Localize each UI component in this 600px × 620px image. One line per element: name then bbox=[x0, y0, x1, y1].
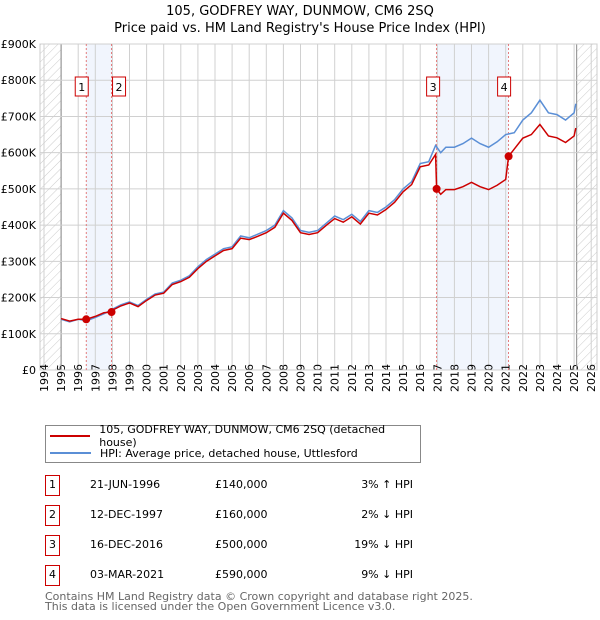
sale-marker-badge: 1 bbox=[45, 475, 60, 496]
x-tick-label: 2023 bbox=[534, 364, 547, 392]
y-tick-label: £500K bbox=[1, 183, 37, 196]
x-tick-label: 2015 bbox=[397, 364, 410, 392]
sale-hpi-diff: 3% ↑ HPI bbox=[361, 478, 413, 491]
legend-label: HPI: Average price, detached house, Uttl… bbox=[100, 446, 358, 460]
x-tick-label: 2021 bbox=[500, 364, 513, 392]
x-tick-label: 1995 bbox=[55, 364, 68, 392]
y-tick-label: £900K bbox=[1, 38, 37, 51]
footer-copyright: Contains HM Land Registry data © Crown c… bbox=[45, 590, 473, 603]
x-tick-label: 2011 bbox=[329, 364, 342, 392]
sale-row: 1 21-JUN-1996 £140,000 3% ↑ HPI bbox=[45, 475, 445, 496]
sale-row: 4 03-MAR-2021 £590,000 9% ↓ HPI bbox=[45, 565, 445, 586]
x-tick-label: 1997 bbox=[89, 364, 102, 392]
x-tick-label: 1999 bbox=[124, 364, 137, 392]
sale-date: 21-JUN-1996 bbox=[90, 478, 161, 491]
sale-hpi-diff: 9% ↓ HPI bbox=[361, 568, 413, 581]
sale-point bbox=[107, 308, 116, 317]
plot-area: 1994 1995 1996 1997 1998 1999 2000 2001 2002 2003… bbox=[1, 38, 598, 392]
sale-price: £500,000 bbox=[215, 538, 268, 551]
sale-date: 12-DEC-1997 bbox=[90, 508, 164, 521]
y-tick-label: £700K bbox=[1, 110, 37, 123]
x-tick-label: 2001 bbox=[158, 364, 171, 392]
chart-title: 105, GODFREY WAY, DUNMOW, CM6 2SQ bbox=[166, 4, 434, 19]
x-tick-label: 2002 bbox=[175, 364, 188, 392]
sale-point bbox=[432, 184, 441, 193]
property-price-line bbox=[60, 123, 577, 322]
sale-marker-badge: 3 bbox=[45, 535, 60, 556]
ownership-shading bbox=[86, 44, 112, 370]
ownership-shading bbox=[436, 44, 509, 370]
legend-label: 105, GODFREY WAY, DUNMOW, CM6 2SQ (detac… bbox=[99, 423, 386, 449]
x-tick-label: 2024 bbox=[551, 364, 564, 392]
sale-label-box bbox=[74, 76, 89, 97]
sale-price: £160,000 bbox=[215, 508, 268, 521]
y-tick-label: £100K bbox=[1, 328, 37, 341]
x-tick-label: 2016 bbox=[414, 364, 427, 392]
x-tick-label: 2009 bbox=[295, 364, 308, 392]
x-tick-label: 2003 bbox=[192, 364, 205, 392]
sale-date: 03-MAR-2021 bbox=[90, 568, 165, 581]
x-tick-label: 2013 bbox=[363, 364, 376, 392]
sale-row: 2 12-DEC-1997 £160,000 2% ↓ HPI bbox=[45, 505, 445, 526]
x-tick-label: 2007 bbox=[260, 364, 273, 392]
hatched-region-pre-data bbox=[40, 44, 62, 370]
y-tick-label: £0 bbox=[22, 364, 36, 377]
x-tick-label: 2019 bbox=[466, 364, 479, 392]
sale-price: £140,000 bbox=[215, 478, 268, 491]
sale-marker-badge: 2 bbox=[45, 505, 60, 526]
x-tick-label: 2018 bbox=[448, 364, 461, 392]
sale-label-box bbox=[426, 76, 441, 97]
sale-hpi-diff: 19% ↓ HPI bbox=[354, 538, 413, 551]
y-tick-label: £300K bbox=[1, 255, 37, 268]
legend-item-hpi: HPI: Average price, detached house, Uttl… bbox=[50, 445, 358, 461]
x-tick-label: 2026 bbox=[585, 364, 598, 392]
x-tick-label: 2025 bbox=[568, 364, 581, 392]
sale-row: 3 16-DEC-2016 £500,000 19% ↓ HPI bbox=[45, 535, 445, 556]
x-tick-label: 1994 bbox=[38, 364, 51, 392]
sale-hpi-diff: 2% ↓ HPI bbox=[361, 508, 413, 521]
chart-subtitle: Price paid vs. HM Land Registry's House … bbox=[114, 21, 486, 36]
sale-price: £590,000 bbox=[215, 568, 268, 581]
x-tick-label: 2012 bbox=[346, 364, 359, 392]
sale-point bbox=[504, 152, 513, 161]
hatched-region-future bbox=[576, 44, 597, 370]
y-tick-label: £200K bbox=[1, 292, 37, 305]
sale-label-box bbox=[497, 76, 512, 97]
sale-label-number: 2 bbox=[116, 81, 123, 94]
x-tick-label: 2022 bbox=[517, 364, 530, 392]
x-tick-label: 2004 bbox=[209, 364, 222, 392]
footer-licence: This data is licensed under the Open Gov… bbox=[45, 600, 396, 613]
sale-label-number: 1 bbox=[78, 81, 85, 94]
legend-item-property: 105, GODFREY WAY, DUNMOW, CM6 2SQ (detac… bbox=[50, 423, 420, 449]
y-tick-label: £800K bbox=[1, 74, 37, 87]
x-tick-label: 1996 bbox=[72, 364, 85, 392]
x-tick-label: 2010 bbox=[312, 364, 325, 392]
y-tick-label: £600K bbox=[1, 147, 37, 160]
x-tick-label: 2008 bbox=[277, 364, 290, 392]
hpi-line bbox=[60, 98, 577, 323]
sale-label-number: 3 bbox=[430, 81, 437, 94]
legend-swatch-blue bbox=[50, 452, 91, 454]
sale-point bbox=[82, 315, 91, 324]
x-tick-label: 2020 bbox=[483, 364, 496, 392]
y-tick-label: £400K bbox=[1, 219, 37, 232]
x-tick-label: 2006 bbox=[243, 364, 256, 392]
sale-date: 16-DEC-2016 bbox=[90, 538, 164, 551]
sale-label-box bbox=[112, 76, 127, 97]
x-tick-label: 1998 bbox=[106, 364, 119, 392]
x-tick-label: 2000 bbox=[141, 364, 154, 392]
legend-swatch-red bbox=[50, 435, 91, 437]
x-tick-label: 2005 bbox=[226, 364, 239, 392]
x-tick-label: 2014 bbox=[380, 364, 393, 392]
legend: 105, GODFREY WAY, DUNMOW, CM6 2SQ (detac… bbox=[45, 423, 421, 463]
sale-marker-badge: 4 bbox=[45, 565, 60, 586]
x-tick-label: 2017 bbox=[431, 364, 444, 392]
sale-label-number: 4 bbox=[501, 81, 508, 94]
